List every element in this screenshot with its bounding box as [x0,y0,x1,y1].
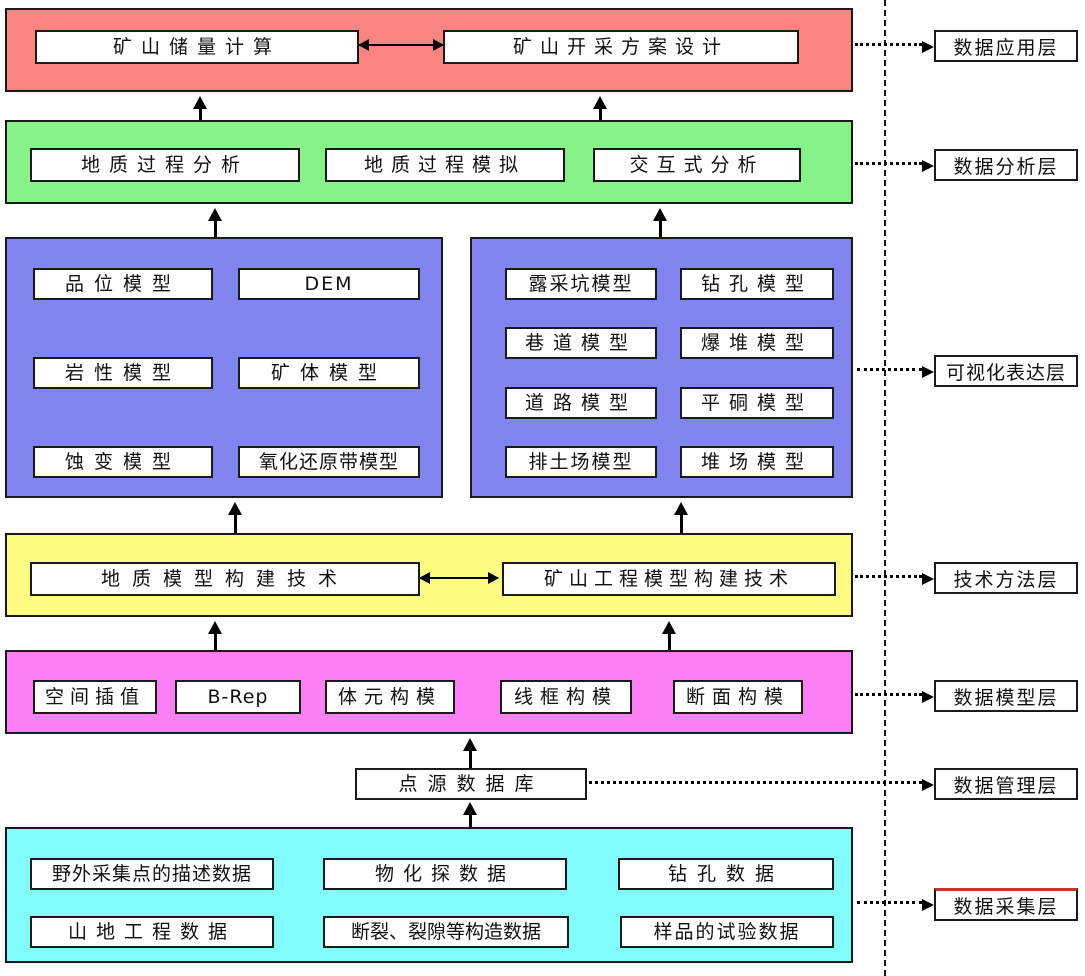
node-mine-engineering-model-building: 矿山工程模型构建技术 [502,562,836,596]
label-data-collection-layer: 数据采集层 [934,888,1078,921]
node-alteration-model: 蚀变模型 [33,446,213,478]
connector-data-model [855,691,934,703]
node-redox-zone-model: 氧化还原带模型 [238,446,420,478]
node-mountain-engineering-data: 山地工程数据 [30,916,274,948]
node-section-modeling: 断面构模 [673,680,803,714]
panel-geologic-models: 品位模型 DEM 岩性模型 矿体模型 蚀变模型 氧化还原带模型 [5,237,443,498]
node-point-source-database: 点源数据库 [355,768,587,800]
node-interactive-analysis: 交互式分析 [593,148,801,182]
double-arrow-icon [358,39,444,51]
node-dem: DEM [238,268,420,300]
double-arrow-icon [419,572,499,584]
node-stockyard-model: 堆场模型 [680,446,834,478]
label-visualization-layer: 可视化表达层 [934,355,1078,387]
separator-dashed-line [884,0,886,976]
node-fault-fracture-structure-data: 断裂、裂隙等构造数据 [323,916,569,948]
arrow-up-icon [662,621,676,650]
connector-application [855,41,934,53]
arrow-up-icon [463,802,477,827]
connector-technique [855,573,934,585]
node-geologic-process-simulation: 地质过程模拟 [325,148,565,182]
node-voxel-modeling: 体元构模 [325,680,455,714]
node-blast-pile-model: 爆堆模型 [680,327,834,359]
arrow-up-icon [593,96,607,120]
node-field-point-description-data: 野外采集点的描述数据 [30,858,274,890]
node-drillhole-model: 钻孔模型 [680,268,834,300]
node-sample-test-data: 样品的试验数据 [620,916,834,948]
arrow-up-icon [208,208,222,237]
node-grade-model: 品位模型 [33,268,213,300]
arrow-up-icon [208,621,222,650]
label-data-application-layer: 数据应用层 [934,30,1078,62]
node-spatial-interpolation: 空间插值 [33,680,157,714]
connector-data-management [589,779,934,791]
node-tunnel-model: 巷道模型 [505,327,657,359]
node-waste-dump-model: 排土场模型 [505,446,657,478]
connector-visualization [857,366,934,378]
node-road-model: 道路模型 [505,387,657,419]
arrow-up-icon [653,208,667,237]
arrow-up-icon [463,738,477,768]
node-wireframe-modeling: 线框构模 [500,680,632,714]
label-data-analysis-layer: 数据分析层 [934,149,1078,181]
band-data-model: 空间插值 B-Rep 体元构模 线框构模 断面构模 [5,650,853,734]
connector-analysis [855,160,934,172]
node-mine-plan-design: 矿山开采方案设计 [443,30,799,64]
arrow-up-icon [674,502,688,533]
arrow-up-icon [193,96,207,120]
band-data-collection: 野外采集点的描述数据 物化探数据 钻孔数据 山地工程数据 断裂、裂隙等构造数据 … [5,827,853,963]
node-geophysical-geochemical-data: 物化探数据 [323,858,567,890]
arrow-up-icon [228,502,242,533]
label-data-management-layer: 数据管理层 [934,768,1078,800]
node-geologic-model-building: 地质模型构建技术 [30,562,420,596]
connector-data-collection [857,899,934,911]
node-adit-model: 平硐模型 [680,387,834,419]
band-data-application: 矿山储量计算 矿山开采方案设计 [5,8,853,92]
node-open-pit-model: 露采坑模型 [505,268,657,300]
band-data-analysis: 地质过程分析 地质过程模拟 交互式分析 [5,120,853,204]
band-technique: 地质模型构建技术 矿山工程模型构建技术 [5,533,853,617]
node-mine-reserve-calculation: 矿山储量计算 [35,30,359,64]
node-lithology-model: 岩性模型 [33,357,213,389]
node-orebody-model: 矿体模型 [238,357,420,389]
label-data-model-layer: 数据模型层 [934,680,1078,712]
panel-mine-engineering-models: 露采坑模型 钻孔模型 巷道模型 爆堆模型 道路模型 平硐模型 排土场模型 堆场模… [470,237,853,498]
node-drillhole-data: 钻孔数据 [618,858,834,890]
label-technique-layer: 技术方法层 [934,562,1078,594]
node-geologic-process-analysis: 地质过程分析 [30,148,300,182]
node-b-rep: B-Rep [175,680,301,714]
